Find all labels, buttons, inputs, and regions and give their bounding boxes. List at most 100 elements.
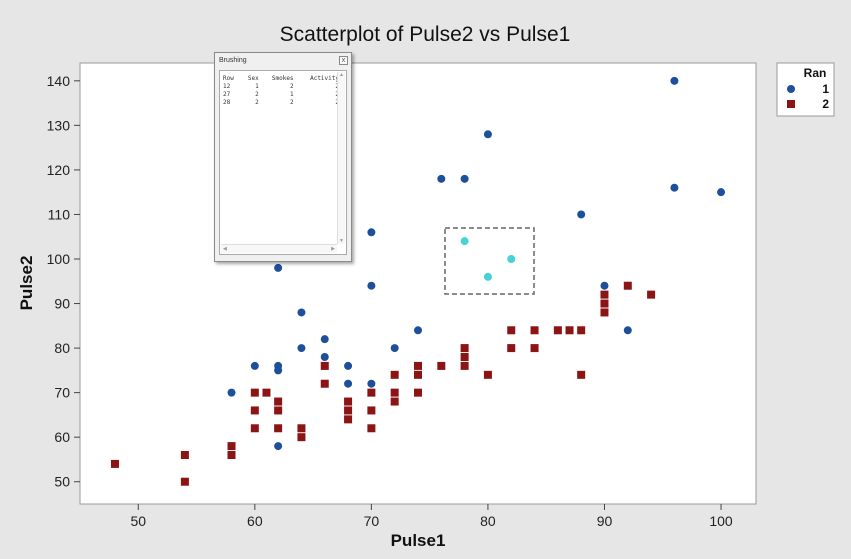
data-point-ran-1[interactable] [670,76,679,85]
x-tick-label: 90 [597,513,613,529]
data-point-ran-2[interactable] [507,344,516,353]
brushed-data-point[interactable] [460,237,469,246]
data-point-ran-2[interactable] [390,388,399,397]
data-point-ran-1[interactable] [390,344,399,353]
data-point-ran-1[interactable] [670,183,679,192]
data-point-ran-1[interactable] [623,326,632,335]
y-tick-label: 120 [47,162,71,178]
data-point-ran-1[interactable] [367,228,376,237]
data-point-ran-2[interactable] [437,361,446,370]
data-point-ran-2[interactable] [274,397,283,406]
table-cell: 28 [223,99,231,106]
data-point-ran-1[interactable] [367,281,376,290]
table-cell: 12 [223,83,231,90]
brushing-title: Brushing [219,57,247,64]
data-point-ran-2[interactable] [297,424,306,433]
data-point-ran-2[interactable] [180,451,189,459]
table-row[interactable]: 28 2 2 2 [222,99,340,107]
data-point-ran-2[interactable] [344,406,353,415]
data-point-ran-1[interactable] [250,361,259,370]
brushing-titlebar[interactable]: Brushing x [215,53,351,68]
data-point-ran-1[interactable] [367,379,376,388]
data-point-ran-2[interactable] [460,344,469,353]
data-point-ran-1[interactable] [437,174,446,183]
data-point-ran-2[interactable] [507,326,516,335]
scroll-up-icon[interactable]: ▲ [339,72,344,78]
data-point-ran-1[interactable] [483,130,492,139]
data-point-ran-1[interactable] [227,388,236,397]
brushed-data-point[interactable] [483,272,492,281]
data-point-ran-2[interactable] [250,424,259,433]
table-row[interactable]: 12 1 2 2 [222,83,340,91]
brushing-window[interactable]: Brushing x Row Sex Smokes Activity 12 1 … [214,52,352,262]
data-point-ran-1[interactable] [297,308,306,317]
data-point-ran-2[interactable] [320,379,329,388]
data-point-ran-2[interactable] [647,290,656,299]
data-point-ran-2[interactable] [390,370,399,379]
data-point-ran-2[interactable] [180,477,189,486]
data-point-ran-2[interactable] [297,433,306,442]
x-tick-label: 50 [130,513,146,529]
data-point-ran-1[interactable] [274,263,283,272]
data-point-ran-1[interactable] [274,366,283,375]
data-point-ran-2[interactable] [553,326,562,335]
data-point-ran-2[interactable] [227,451,236,459]
data-point-ran-2[interactable] [483,370,492,379]
brush-selection-box[interactable] [444,227,535,295]
y-tick-label: 130 [47,117,71,133]
scroll-right-icon[interactable]: ▶ [331,246,335,252]
data-point-ran-2[interactable] [577,326,586,335]
data-point-ran-2[interactable] [460,353,469,361]
x-axis-label: Pulse1 [391,531,446,550]
data-point-ran-2[interactable] [250,388,259,397]
x-axis: 50 60 70 80 90 100 [130,504,733,529]
scroll-left-icon[interactable]: ◀ [223,246,227,252]
table-row[interactable]: 27 2 1 2 [222,91,340,99]
data-point-ran-1[interactable] [320,335,329,344]
data-point-ran-2[interactable] [565,326,574,335]
brushed-data-point[interactable] [507,255,516,263]
data-point-ran-2[interactable] [262,388,271,397]
data-point-ran-2[interactable] [227,442,236,451]
data-point-ran-2[interactable] [110,459,119,468]
data-point-ran-1[interactable] [274,442,283,451]
data-point-ran-1[interactable] [577,210,586,219]
data-point-ran-2[interactable] [367,388,376,397]
data-point-ran-1[interactable] [460,174,469,183]
brushing-table: Row Sex Smokes Activity 12 1 2 2 27 2 1 [222,75,340,107]
data-point-ran-1[interactable] [600,281,609,290]
data-point-ran-1[interactable] [297,344,306,353]
data-point-ran-2[interactable] [530,344,539,353]
data-point-ran-2[interactable] [414,370,422,379]
close-icon[interactable]: x [339,56,348,65]
data-point-ran-2[interactable] [274,406,283,415]
data-point-ran-1[interactable] [717,188,726,197]
data-point-ran-2[interactable] [274,424,283,433]
data-point-ran-2[interactable] [530,326,539,335]
data-point-ran-2[interactable] [367,424,376,433]
data-point-ran-2[interactable] [600,308,609,317]
data-point-ran-1[interactable] [320,353,329,361]
data-point-ran-2[interactable] [344,415,353,424]
data-point-ran-2[interactable] [600,299,609,308]
horizontal-scrollbar[interactable]: ◀ ▶ [221,244,337,253]
data-point-ran-1[interactable] [344,379,353,388]
data-point-ran-2[interactable] [320,361,329,370]
data-point-ran-2[interactable] [414,361,422,370]
data-point-ran-2[interactable] [344,397,353,406]
y-tick-label: 70 [54,385,70,401]
data-point-ran-2[interactable] [623,281,632,290]
data-point-ran-2[interactable] [577,370,586,379]
data-point-ran-2[interactable] [460,361,469,370]
data-point-ran-2[interactable] [390,397,399,406]
scroll-down-icon[interactable]: ▼ [339,238,344,244]
data-point-ran-2[interactable] [414,388,422,397]
data-point-ran-1[interactable] [344,361,353,370]
column-header: Smokes [271,75,294,82]
data-point-ran-1[interactable] [414,326,422,335]
table-cell: 2 [295,83,340,91]
data-point-ran-2[interactable] [600,290,609,299]
vertical-scrollbar[interactable]: ▲ ▼ [337,72,345,244]
data-point-ran-2[interactable] [250,406,259,415]
data-point-ran-2[interactable] [367,406,376,415]
